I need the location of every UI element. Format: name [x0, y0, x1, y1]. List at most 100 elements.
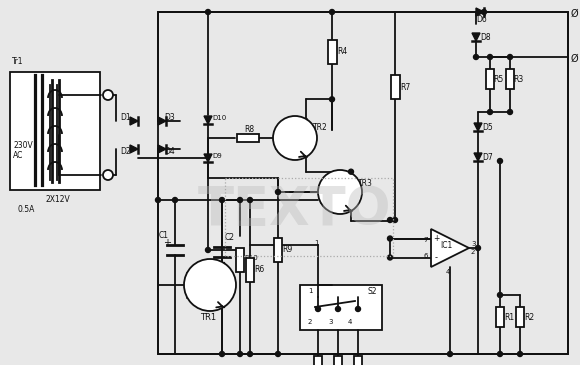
Text: R10: R10: [244, 255, 258, 261]
Polygon shape: [472, 33, 480, 41]
Text: IC1: IC1: [440, 242, 452, 250]
Text: 6: 6: [423, 254, 427, 260]
Bar: [486, 69, 494, 89]
Text: S2: S2: [368, 287, 378, 296]
Circle shape: [473, 54, 478, 59]
Text: D2: D2: [120, 146, 130, 155]
Text: -: -: [434, 253, 437, 262]
Text: 7: 7: [423, 237, 427, 242]
Text: R2: R2: [524, 312, 534, 322]
Circle shape: [316, 307, 321, 311]
Text: R5: R5: [493, 74, 503, 84]
Circle shape: [387, 255, 393, 260]
Bar: [516, 307, 524, 327]
Circle shape: [248, 351, 252, 357]
Text: +: +: [433, 234, 439, 243]
Circle shape: [498, 158, 502, 164]
Text: 0.5A: 0.5A: [18, 205, 35, 215]
Bar: [300, 285, 382, 330]
Polygon shape: [130, 117, 138, 125]
Bar: [334, 356, 342, 365]
Text: D3: D3: [164, 112, 175, 122]
Bar: [506, 69, 514, 89]
Text: 2X12V: 2X12V: [45, 196, 70, 204]
Bar: [390, 75, 400, 99]
Text: 2: 2: [471, 249, 476, 255]
Polygon shape: [130, 145, 138, 153]
Circle shape: [237, 197, 242, 203]
Text: R9: R9: [282, 246, 292, 254]
Text: R6: R6: [254, 265, 264, 274]
Circle shape: [329, 97, 335, 102]
Circle shape: [205, 9, 211, 15]
Text: 1: 1: [308, 288, 313, 294]
Text: R8: R8: [244, 126, 254, 134]
Text: 230V: 230V: [13, 141, 32, 150]
Text: D7: D7: [482, 153, 493, 161]
Circle shape: [335, 307, 340, 311]
Circle shape: [498, 292, 502, 297]
Circle shape: [237, 351, 242, 357]
Text: R1: R1: [504, 312, 514, 322]
Circle shape: [219, 197, 224, 203]
Text: C1: C1: [159, 231, 169, 239]
Circle shape: [273, 116, 317, 160]
Text: 3: 3: [328, 319, 332, 325]
Polygon shape: [204, 154, 212, 162]
Text: Ø -: Ø -: [571, 54, 580, 64]
Circle shape: [318, 170, 362, 214]
Text: D1: D1: [120, 112, 130, 122]
Bar: [225, 178, 393, 256]
Circle shape: [103, 90, 113, 100]
Polygon shape: [474, 123, 482, 131]
Text: C2: C2: [225, 233, 235, 242]
Polygon shape: [158, 117, 166, 125]
Circle shape: [205, 247, 211, 253]
Bar: [274, 238, 282, 262]
Text: 4: 4: [348, 319, 353, 325]
Circle shape: [103, 170, 113, 180]
Text: 3: 3: [471, 241, 476, 247]
Circle shape: [481, 9, 487, 15]
Text: AC: AC: [13, 150, 23, 160]
Text: D4: D4: [164, 146, 175, 155]
Circle shape: [508, 110, 513, 115]
Circle shape: [476, 246, 480, 250]
Text: D9: D9: [212, 153, 222, 159]
Text: 4: 4: [446, 269, 451, 275]
Text: TEXTO: TEXTO: [198, 184, 392, 236]
Text: TR2: TR2: [313, 123, 328, 132]
Bar: [237, 134, 259, 142]
Text: Ø +: Ø +: [571, 9, 580, 19]
Circle shape: [276, 351, 281, 357]
Text: D6: D6: [476, 15, 487, 24]
Text: +: +: [163, 238, 171, 248]
Polygon shape: [158, 145, 166, 153]
Text: R7: R7: [400, 82, 410, 92]
Bar: [496, 307, 504, 327]
Text: R3: R3: [513, 74, 523, 84]
Circle shape: [498, 351, 502, 357]
Circle shape: [155, 197, 161, 203]
Polygon shape: [431, 229, 469, 267]
Bar: [10, 72, 100, 190]
Text: D5: D5: [482, 123, 493, 131]
Text: D8: D8: [480, 32, 491, 42]
Circle shape: [248, 197, 252, 203]
Text: Tr1: Tr1: [12, 58, 24, 66]
Bar: [354, 356, 362, 365]
Bar: [328, 40, 336, 64]
Text: 2: 2: [308, 319, 313, 325]
Circle shape: [356, 307, 361, 311]
Circle shape: [219, 351, 224, 357]
Circle shape: [488, 110, 492, 115]
Circle shape: [393, 218, 397, 223]
Circle shape: [276, 189, 281, 195]
Bar: [314, 356, 322, 365]
Circle shape: [184, 259, 236, 311]
Circle shape: [387, 236, 393, 241]
Text: TR3: TR3: [358, 180, 373, 188]
Circle shape: [387, 218, 393, 223]
Polygon shape: [204, 116, 212, 124]
Circle shape: [517, 351, 523, 357]
